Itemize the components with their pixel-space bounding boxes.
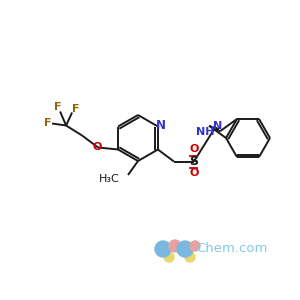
Text: N: N bbox=[156, 119, 166, 132]
Text: F: F bbox=[54, 101, 62, 112]
Text: O: O bbox=[189, 169, 199, 178]
Text: NH: NH bbox=[196, 127, 214, 137]
Circle shape bbox=[169, 240, 181, 252]
Text: F: F bbox=[44, 118, 52, 128]
Circle shape bbox=[177, 241, 193, 257]
Text: O: O bbox=[189, 145, 199, 154]
Text: F: F bbox=[72, 103, 80, 113]
Circle shape bbox=[190, 241, 200, 251]
Circle shape bbox=[155, 241, 171, 257]
Text: S: S bbox=[189, 155, 198, 168]
Circle shape bbox=[164, 252, 174, 262]
Text: N: N bbox=[214, 121, 223, 131]
Text: O: O bbox=[92, 142, 102, 152]
Circle shape bbox=[185, 252, 195, 262]
Text: H₃C: H₃C bbox=[99, 174, 120, 184]
Text: Chem.com: Chem.com bbox=[196, 242, 268, 256]
